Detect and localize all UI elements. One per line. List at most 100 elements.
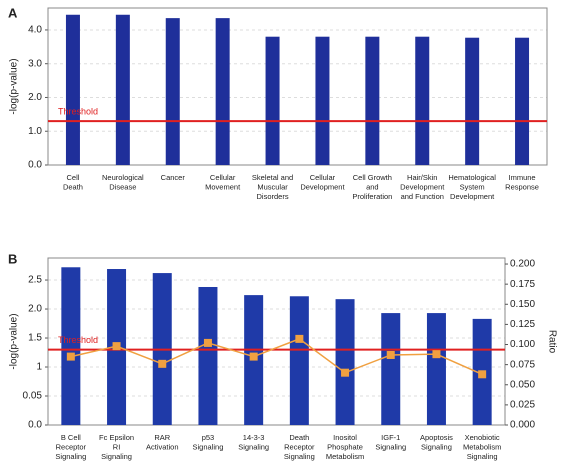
- x-tick-label: RI: [113, 442, 121, 451]
- x-tick-label: Xenobiotic: [465, 433, 500, 442]
- y2-tick-label: 0.150: [510, 299, 535, 310]
- y-tick-label: 2.0: [28, 304, 42, 315]
- x-tick-label: Receptor: [284, 442, 315, 451]
- x-tick-label: Receptor: [56, 442, 87, 451]
- x-tick-label: Apoptosis: [420, 433, 453, 442]
- y2-tick-label: 0.100: [510, 339, 535, 350]
- y-tick-label: 4.0: [28, 25, 42, 36]
- x-tick-label: Response: [505, 182, 539, 191]
- x-tick-label: Disorders: [257, 192, 289, 201]
- x-tick-label: Cellular: [210, 173, 236, 182]
- y-tick-label: 1: [36, 362, 42, 373]
- x-tick-label: Cellular: [310, 173, 336, 182]
- x-tick-label: Death: [63, 182, 83, 191]
- x-tick-label: Metabolism: [326, 452, 364, 461]
- x-tick-label: and Function: [401, 192, 444, 201]
- x-tick-label: Metabolism: [463, 442, 501, 451]
- x-tick-label: Development: [450, 192, 495, 201]
- bar: [426, 313, 446, 425]
- plot-frame: [47, 7, 548, 166]
- bar: [415, 36, 430, 165]
- plot-frame: [47, 257, 506, 426]
- x-tick-label: Fc Epsilon: [99, 433, 134, 442]
- y2-axis-label: Ratio: [546, 330, 557, 354]
- x-tick-label: Inositol: [333, 433, 357, 442]
- x-tick-label: Phosphate: [327, 442, 363, 451]
- y-tick-label: 0.05: [23, 391, 43, 402]
- bar: [198, 286, 218, 425]
- y-axis-label: -log(p-value): [9, 58, 20, 114]
- y2-tick-label: 0.050: [510, 379, 535, 390]
- y-tick-label: 2.5: [28, 275, 42, 286]
- x-tick-label: Skeletal and: [252, 173, 293, 182]
- ratio-point: [295, 334, 304, 343]
- x-tick-label: B Cell: [61, 433, 81, 442]
- x-tick-label: Signaling: [193, 442, 224, 451]
- y2-tick-label: 0.025: [510, 400, 535, 411]
- bar: [515, 37, 530, 166]
- x-tick-label: System: [460, 182, 485, 191]
- ratio-point: [478, 370, 487, 379]
- x-tick-label: Disease: [109, 182, 136, 191]
- y-tick-label: 3.0: [28, 58, 42, 69]
- threshold-label: Threshold: [58, 335, 98, 345]
- x-tick-label: Death: [289, 433, 309, 442]
- x-tick-label: Muscular: [257, 182, 288, 191]
- x-tick-label: Development: [400, 182, 445, 191]
- x-tick-label: p53: [202, 433, 215, 442]
- ratio-point: [432, 350, 441, 359]
- x-tick-label: RAR: [154, 433, 170, 442]
- ratio-point: [386, 350, 395, 359]
- x-tick-label: Cell Growth: [353, 173, 392, 182]
- x-tick-label: Cancer: [161, 173, 186, 182]
- bar: [115, 14, 130, 166]
- ratio-point: [203, 338, 212, 347]
- ratio-point: [249, 352, 258, 361]
- x-tick-label: Proliferation: [352, 192, 392, 201]
- x-tick-label: Signaling: [467, 452, 498, 461]
- x-tick-label: Signaling: [101, 452, 132, 461]
- x-tick-label: Signaling: [284, 452, 315, 461]
- panel-label: B: [8, 251, 17, 266]
- x-tick-label: Signaling: [55, 452, 86, 461]
- bar: [381, 313, 401, 425]
- bar: [465, 37, 480, 166]
- y2-tick-label: 0.075: [510, 359, 535, 370]
- x-tick-label: Hematological: [448, 173, 496, 182]
- x-tick-label: Neurological: [102, 173, 144, 182]
- x-tick-label: Immune: [509, 173, 536, 182]
- ratio-point: [158, 359, 167, 368]
- x-tick-label: IGF-1: [381, 433, 400, 442]
- y2-tick-label: 0.000: [510, 420, 535, 431]
- x-tick-label: Signaling: [238, 442, 269, 451]
- y-tick-label: 2.0: [28, 92, 42, 103]
- x-tick-label: Signaling: [421, 442, 452, 451]
- y2-tick-label: 0.175: [510, 279, 535, 290]
- y-axis-label: -log(p-value): [9, 313, 20, 369]
- bar: [215, 18, 230, 166]
- bar: [289, 296, 309, 425]
- y-tick-label: 1.0: [28, 126, 42, 137]
- y-tick-label: 0.0: [28, 420, 42, 431]
- x-tick-label: Movement: [205, 182, 241, 191]
- bar: [265, 36, 280, 165]
- y-tick-label: 0.0: [28, 160, 42, 171]
- x-tick-label: Activation: [146, 442, 179, 451]
- bar: [65, 14, 80, 166]
- x-tick-label: Signaling: [375, 442, 406, 451]
- ratio-point: [66, 352, 75, 361]
- bar: [315, 36, 330, 165]
- x-tick-label: Hair/Skin: [407, 173, 437, 182]
- bar: [335, 299, 355, 425]
- x-tick-label: Cell: [66, 173, 79, 182]
- x-tick-label: Development: [300, 182, 345, 191]
- x-tick-label: 14-3-3: [243, 433, 265, 442]
- ratio-point: [341, 368, 350, 377]
- bar: [165, 18, 180, 166]
- y-tick-label: 1.5: [28, 333, 42, 344]
- bar: [61, 267, 81, 425]
- bar: [365, 36, 380, 165]
- panel-label: A: [8, 5, 18, 20]
- ratio-line: [70, 338, 483, 375]
